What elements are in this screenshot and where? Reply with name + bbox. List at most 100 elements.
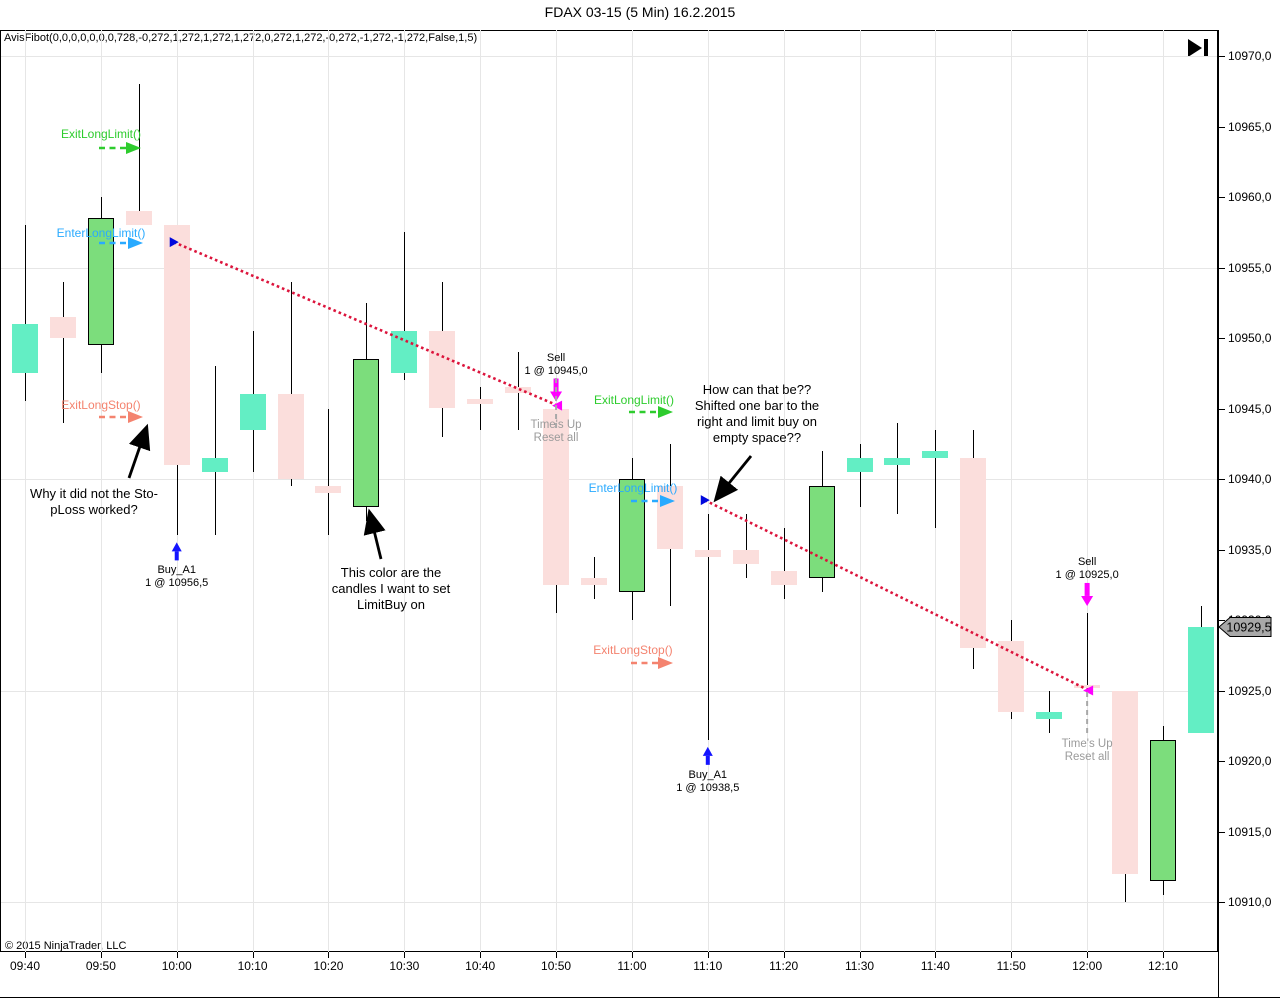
candle-body-12:10 [1149,739,1176,881]
candle-body-10:40 [467,398,494,405]
price-axis-tick [1218,761,1225,762]
signal-label: ExitLongLimit() [60,127,142,141]
candle-body-09:40 [12,323,38,374]
candle-wick [25,225,26,402]
price-tick-label: 10965,0 [1228,119,1272,134]
price-axis-tick [1218,620,1225,621]
time-axis-tick [1011,952,1013,958]
candle-body-10:10 [239,394,266,430]
price-tick-label: 10950,0 [1228,331,1272,345]
candle-body-10:25 [353,359,380,508]
candle-wick [328,408,330,536]
candle-body-11:55 [1036,711,1063,719]
time-tick-label: 12:00 [1072,959,1103,973]
candle-body-11:05 [656,486,683,550]
price-tick-label: 10930,0 [1228,613,1272,627]
signal-label: ExitLongStop() [593,643,673,657]
candle-wick [138,84,140,226]
price-tick-label: 10955,0 [1228,260,1272,275]
time-tick-label: 10:40 [465,959,496,973]
note-text: How can that be?? [702,382,812,397]
note-text: empty space?? [712,430,802,445]
price-axis-tick [1218,690,1225,692]
vertical-gridline [404,30,406,952]
horizontal-gridline [1,267,1217,269]
candle-body-09:45 [49,316,76,338]
time-axis-tick [328,952,330,958]
time-tick-label: 11:40 [920,959,950,973]
times-up-label: Reset all [533,431,579,444]
buy-marker-label: 1 @ 10938,5 [676,781,740,794]
time-tick-label: 09:40 [9,959,41,973]
price-axis-tick [1218,408,1225,410]
price-tick-label: 10960,0 [1228,190,1272,204]
price-axis-tick [1218,831,1225,833]
horizontal-gridline [1,902,1217,903]
time-tick-label: 11:10 [693,959,723,973]
time-tick-label: 11:30 [844,959,875,973]
time-axis-tick [631,952,633,958]
candle-body-11:35 [884,457,911,465]
candle-body-10:50 [543,408,570,585]
note-text: candles I want to set [331,581,451,596]
note-text: Shifted one bar to the [694,398,820,413]
time-tick-label: 11:00 [617,959,647,973]
time-tick-label: 10:20 [313,959,344,973]
chart-title: FDAX 03-15 (5 Min) 16.2.2015 [544,4,736,20]
horizontal-gridline [1,690,1217,692]
candle-body-11:50 [998,641,1025,712]
price-axis-tick [1218,902,1225,903]
price-tick-label: 10915,0 [1228,824,1272,839]
vertical-gridline [480,30,482,952]
sell-marker-label: Sell [546,351,566,364]
candle-body-09:50 [87,218,114,346]
candle-wick [897,422,899,515]
vertical-gridline [252,30,254,952]
candle-wick [783,528,785,599]
horizontal-gridline [1,479,1217,480]
candle-body-10:00 [163,225,190,465]
buy-marker-label: 1 @ 10956,5 [145,577,209,590]
price-tick-label: 10970,0 [1228,49,1272,63]
play-triangle [1188,39,1202,57]
vertical-gridline [1087,30,1089,952]
vertical-gridline [707,30,709,952]
time-tick-label: 11:20 [769,959,799,973]
candle-body-11:20 [770,570,797,585]
price-axis-tick [1218,479,1225,480]
price-axis-tick [1218,338,1225,339]
candle-wick [214,366,216,536]
times-up-label: Time's Up [1061,738,1113,750]
indicator-parameters-label: AvisFibot(0,0,0,0,0,0,0,728,-0,272,1,272… [4,32,478,44]
candle-body-10:35 [429,330,456,409]
times-up-label: Reset all [1064,750,1110,763]
price-axis-tick [1218,126,1225,128]
candle-body-11:45 [960,457,987,649]
step-forward-icon[interactable] [1186,38,1212,58]
candle-body-10:30 [391,330,418,374]
time-tick-label: 09:50 [85,959,116,973]
time-tick-label: 12:10 [1147,959,1178,973]
candle-body-11:00 [618,479,645,592]
time-axis-tick [1162,952,1164,958]
price-tick-label: 10940,0 [1228,472,1272,486]
candle-body-11:15 [732,549,759,564]
time-axis-tick [783,952,785,958]
price-axis-tick [1218,197,1225,198]
time-axis-tick [480,952,482,958]
signal-label: ExitLongStop() [61,398,141,412]
price-axis-tick [1218,549,1225,551]
time-tick-label: 10:00 [161,959,192,973]
price-axis-tick [1218,267,1225,269]
candle-body-11:25 [808,486,835,578]
note-text: right and limit buy on [697,414,817,429]
candle-body-12:00 [1074,684,1101,688]
times-up-label: Time's Up [530,419,582,431]
vertical-gridline [25,30,26,952]
sell-marker-label: Sell [1077,555,1097,568]
candle-wick [935,429,937,529]
time-axis-tick [252,952,254,958]
time-axis-tick [100,952,102,958]
note-text: Why it did not the Sto- [30,486,158,501]
